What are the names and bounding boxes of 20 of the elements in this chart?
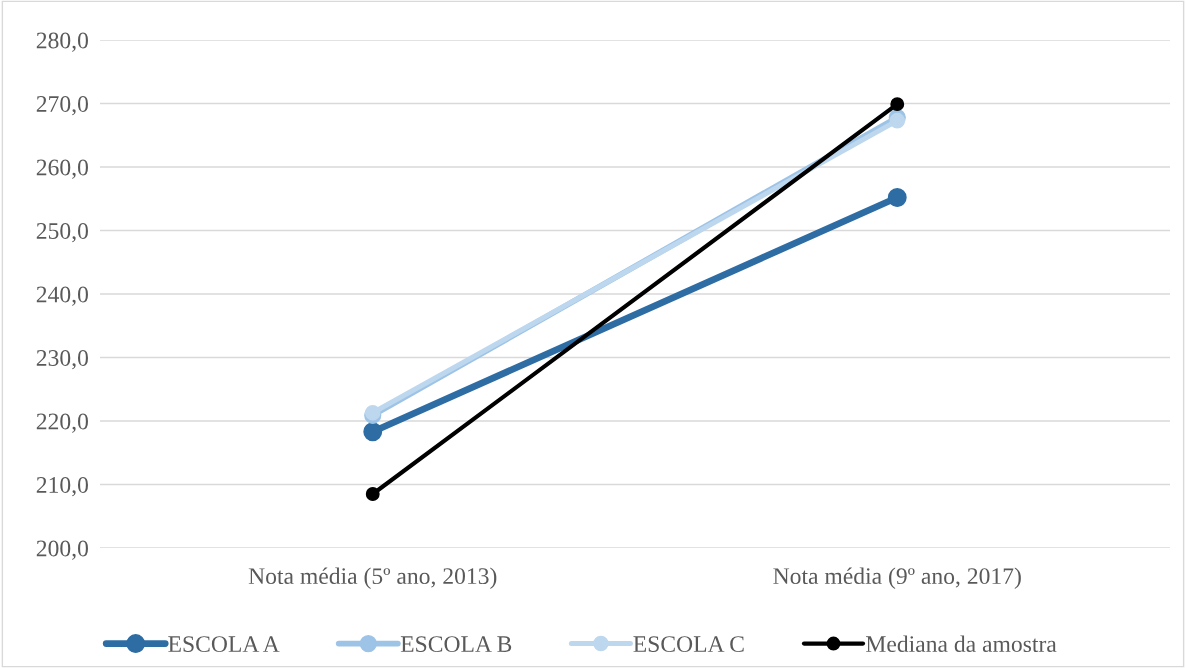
y-tick-label: 230,0 xyxy=(36,349,88,370)
y-tick-label: 270,0 xyxy=(36,95,88,116)
point xyxy=(890,97,905,112)
legend-label: ESCOLA C xyxy=(633,636,744,653)
y-tick-label: 220,0 xyxy=(36,413,88,433)
point xyxy=(363,422,383,442)
y-tick-label: 260,0 xyxy=(36,159,88,179)
point xyxy=(889,112,906,129)
y-tick-label: 250,0 xyxy=(36,222,88,243)
legend-label: ESCOLA B xyxy=(400,636,512,653)
y-tick-label: 280,0 xyxy=(36,32,88,52)
legend-label: Mediana da amostra xyxy=(866,635,1057,653)
y-tick-label: 210,0 xyxy=(36,476,88,497)
point xyxy=(365,487,380,501)
x-tick-label: Nota média (5º ano, 2013) xyxy=(248,567,497,589)
y-tick-label: 200,0 xyxy=(36,540,88,560)
y-tick-label: 240,0 xyxy=(36,286,88,306)
point xyxy=(887,188,907,207)
x-tick-label: Nota média (9º ano, 2017) xyxy=(773,567,1021,589)
legend-label: ESCOLA A xyxy=(168,636,280,653)
